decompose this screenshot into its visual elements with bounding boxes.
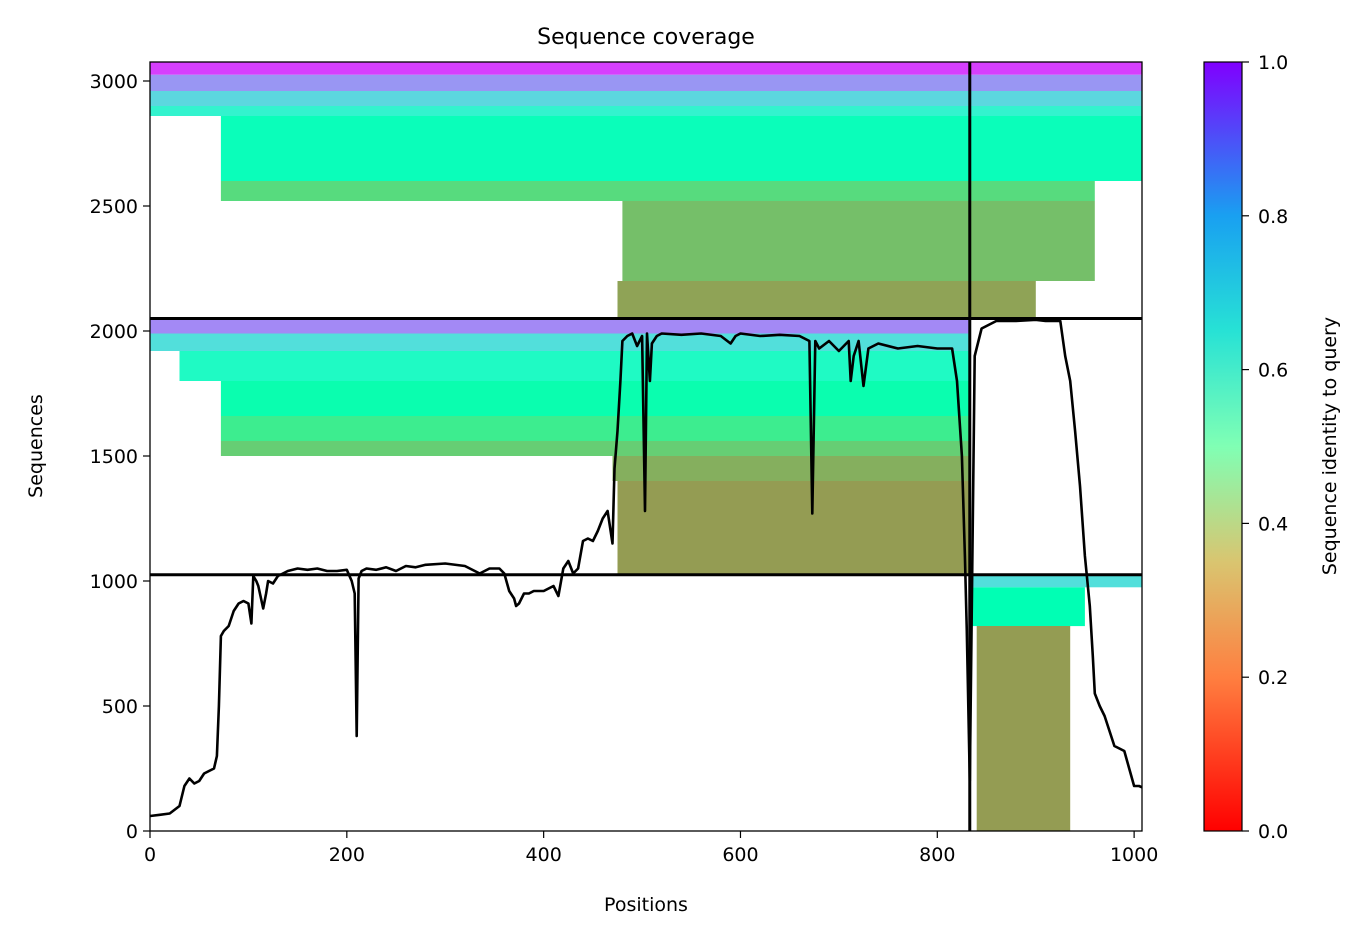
colorbar-gradient [1203, 61, 1243, 832]
coverage-line-layer [150, 318, 1142, 818]
msa-band [150, 333, 970, 351]
x-axis: 0 200 400 600 800 1000 [144, 831, 1158, 866]
msa-band [220, 441, 970, 456]
colorbar-label: Sequence identity to query [1319, 317, 1341, 575]
msa-band [220, 416, 970, 441]
y-tick-label: 2500 [90, 196, 138, 218]
msa-band [976, 626, 1071, 831]
coverage-line [150, 318, 1142, 818]
msa-band [617, 281, 1036, 319]
x-tick-label: 600 [722, 844, 758, 866]
chain-boundaries [150, 62, 1142, 831]
x-tick-label: 1000 [1110, 844, 1158, 866]
msa-band [150, 74, 1142, 92]
colorbar: 0.0 0.2 0.4 0.6 0.8 1.0 Sequence identity to … [1203, 52, 1341, 843]
y-axis-label: Sequences [25, 394, 47, 498]
plot-frame [149, 61, 1143, 832]
y-tick-label: 2000 [90, 321, 138, 343]
colorbar-ticks: 0.0 0.2 0.4 0.6 0.8 1.0 [1242, 52, 1288, 843]
msa-band [220, 116, 1142, 181]
chart-title: Sequence coverage [537, 25, 755, 50]
colorbar-tick-label: 0.4 [1258, 513, 1288, 535]
y-tick-label: 3000 [90, 71, 138, 93]
msa-band [969, 574, 1142, 588]
y-tick-label: 1500 [90, 446, 138, 468]
y-axis: 0 500 1000 1500 2000 2500 3000 [90, 71, 150, 843]
msa-band [969, 587, 1085, 627]
x-axis-label: Positions [604, 894, 688, 916]
msa-heatmap [150, 62, 1142, 831]
msa-band [150, 91, 1142, 106]
msa-band [612, 456, 970, 481]
x-tick-label: 200 [329, 844, 365, 866]
y-tick-label: 500 [102, 696, 138, 718]
msa-band [220, 181, 1095, 201]
msa-band [179, 351, 970, 381]
x-tick-label: 400 [526, 844, 562, 866]
msa-band [220, 381, 970, 416]
y-tick-label: 0 [126, 821, 138, 843]
msa-band [617, 481, 970, 575]
msa-band [622, 201, 1095, 281]
colorbar-tick-label: 0.2 [1258, 667, 1288, 689]
x-tick-label: 800 [919, 844, 955, 866]
colorbar-tick-label: 0.0 [1258, 821, 1288, 843]
msa-band [150, 106, 1142, 116]
y-tick-label: 1000 [90, 571, 138, 593]
colorbar-tick-label: 0.6 [1258, 360, 1288, 382]
colorbar-tick-label: 0.8 [1258, 206, 1288, 228]
x-tick-label: 0 [144, 844, 156, 866]
colorbar-tick-label: 1.0 [1258, 52, 1288, 74]
plot-area [150, 62, 1142, 831]
msa-band [150, 62, 1142, 75]
msa-band [150, 318, 970, 334]
